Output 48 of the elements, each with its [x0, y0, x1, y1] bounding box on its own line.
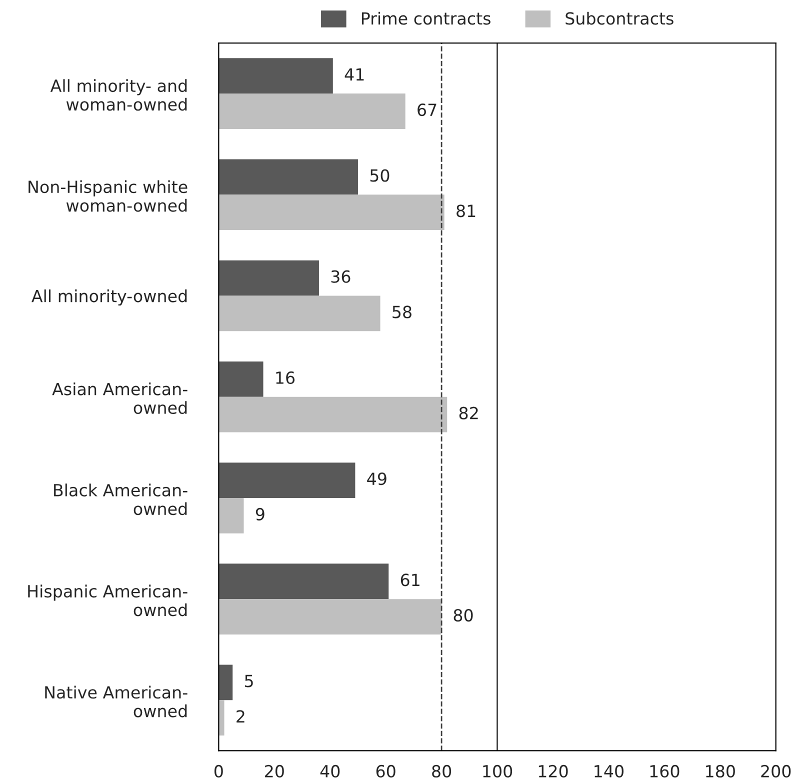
y-tick-label: Asian American- owned [52, 382, 188, 414]
data-label: 49 [367, 472, 386, 486]
bar [218, 599, 442, 634]
x-tick-label: 120 [538, 764, 568, 778]
bar [218, 194, 444, 230]
data-label: 5 [245, 674, 253, 688]
legend-label: Subcontracts [566, 12, 674, 25]
y-tick-label: Hispanic American- owned [28, 584, 188, 616]
x-tick-label: 80 [432, 764, 452, 778]
data-label: 50 [370, 169, 390, 182]
x-tick-label: 100 [483, 764, 512, 778]
bar [218, 260, 319, 296]
data-label: 36 [331, 270, 350, 283]
bar [218, 396, 448, 432]
bar [218, 498, 244, 534]
data-label: 61 [400, 574, 420, 586]
x-tick-label: 0 [214, 764, 223, 778]
y-tick-label: Black American- owned [54, 484, 188, 516]
bar [218, 58, 333, 94]
x-tick-label: 180 [706, 764, 735, 778]
data-label: 81 [456, 204, 476, 218]
data-label: 67 [418, 103, 436, 116]
y-tick-label: All minority-owned [32, 289, 187, 306]
data-label: 9 [256, 508, 264, 520]
data-label: 82 [459, 406, 478, 420]
data-label: 41 [344, 68, 364, 80]
data-label: 80 [454, 608, 473, 622]
x-tick-label: 60 [376, 764, 396, 778]
data-label: 2 [236, 710, 244, 722]
bar [218, 361, 264, 397]
bar [218, 462, 356, 498]
x-tick-label: 20 [265, 764, 284, 778]
bar [218, 564, 389, 600]
y-tick-label: Non-Hispanic white woman-owned [28, 180, 188, 212]
x-tick-label: 200 [761, 764, 791, 778]
data-label: 58 [392, 306, 412, 318]
data-label: 16 [276, 371, 295, 384]
x-tick-label: 40 [320, 764, 340, 778]
bar [218, 159, 358, 195]
x-tick-label: 160 [650, 764, 680, 778]
bar [218, 94, 406, 129]
y-tick-label: All minority- and woman-owned [50, 79, 187, 111]
x-tick-label: 140 [594, 764, 624, 778]
bar [218, 664, 233, 700]
bar [218, 700, 224, 736]
legend-label: Prime contracts [362, 12, 490, 25]
y-tick-label: Native American- owned [45, 686, 188, 718]
bar [218, 296, 380, 332]
